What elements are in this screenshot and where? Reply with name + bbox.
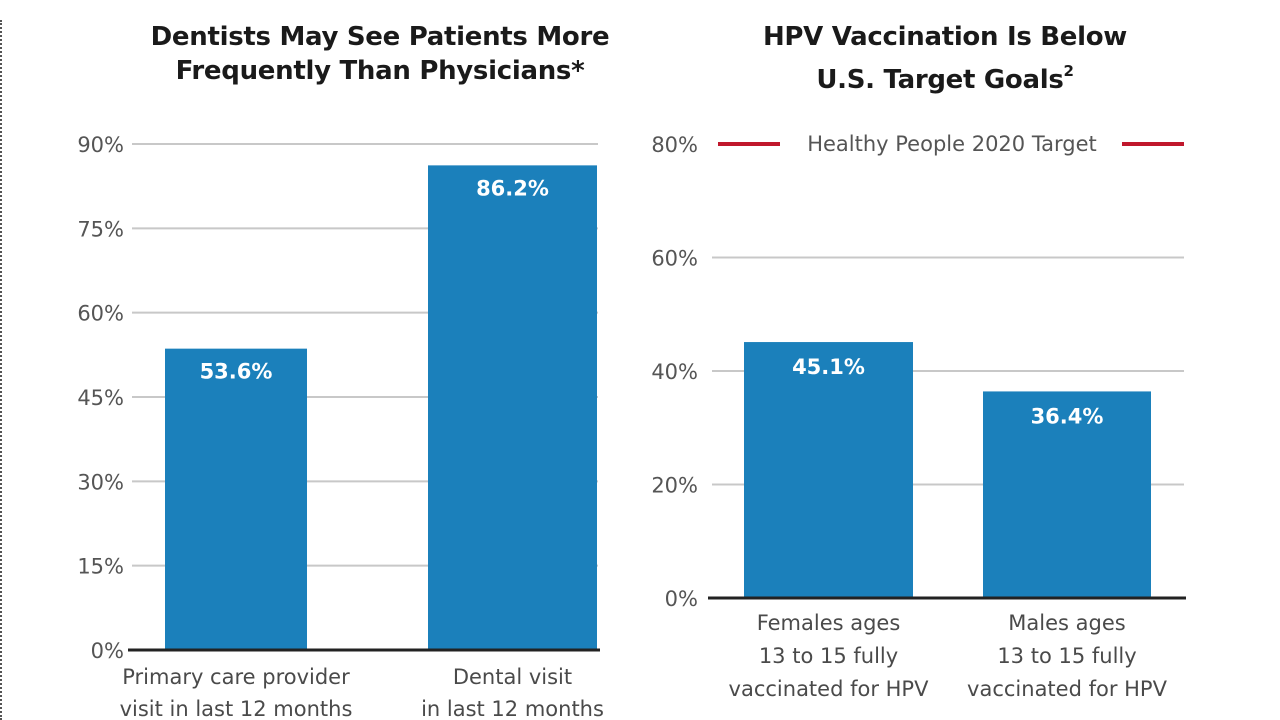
chart-title-hpv: HPV Vaccination Is Below U.S. Target Goa… — [690, 20, 1200, 97]
y-tick-label: 40% — [651, 360, 698, 384]
y-tick-label: 75% — [77, 217, 124, 241]
y-tick-label: 80% — [651, 133, 698, 157]
page-left-dotted-border — [0, 20, 2, 720]
x-category-label: Primary care provider — [122, 665, 350, 689]
bar — [983, 391, 1151, 598]
x-category-label: Dental visit — [453, 665, 572, 689]
y-tick-label: 45% — [77, 386, 124, 410]
y-tick-label: 20% — [651, 474, 698, 498]
bar — [428, 165, 597, 650]
y-tick-label: 60% — [77, 302, 124, 326]
footnote-superscript: 2 — [1063, 62, 1074, 80]
x-category-label: vaccinated for HPV — [967, 677, 1168, 701]
chart-title-line: Frequently Than Physicians* — [175, 56, 585, 86]
bar-value-label: 53.6% — [200, 360, 273, 384]
chart-title-line: Dentists May See Patients More — [150, 22, 610, 52]
y-tick-label: 60% — [651, 247, 698, 271]
y-tick-label: 90% — [77, 133, 124, 157]
bar-value-label: 45.1% — [792, 355, 865, 379]
chart-title-dentists: Dentists May See Patients More Frequentl… — [110, 20, 650, 88]
x-category-label: in last 12 months — [421, 697, 604, 720]
x-category-label: visit in last 12 months — [120, 697, 353, 720]
y-tick-label: 15% — [77, 555, 124, 579]
target-line-label: Healthy People 2020 Target — [807, 132, 1097, 156]
x-category-label: Females ages — [757, 611, 901, 635]
x-category-label: Males ages — [1008, 611, 1125, 635]
x-category-label: vaccinated for HPV — [729, 677, 930, 701]
x-category-label: 13 to 15 fully — [997, 644, 1136, 668]
chart-title-line: U.S. Target Goals2 — [690, 54, 1200, 97]
bar-value-label: 86.2% — [476, 176, 549, 200]
bar — [744, 342, 913, 598]
y-tick-label: 0% — [665, 587, 698, 611]
bar-value-label: 36.4% — [1031, 404, 1104, 428]
y-tick-label: 0% — [91, 639, 124, 663]
y-tick-label: 30% — [77, 470, 124, 494]
x-category-label: 13 to 15 fully — [759, 644, 898, 668]
bar — [165, 348, 307, 650]
chart-title-text: U.S. Target Goals — [816, 65, 1064, 95]
chart-title-line: HPV Vaccination Is Below — [762, 22, 1128, 52]
